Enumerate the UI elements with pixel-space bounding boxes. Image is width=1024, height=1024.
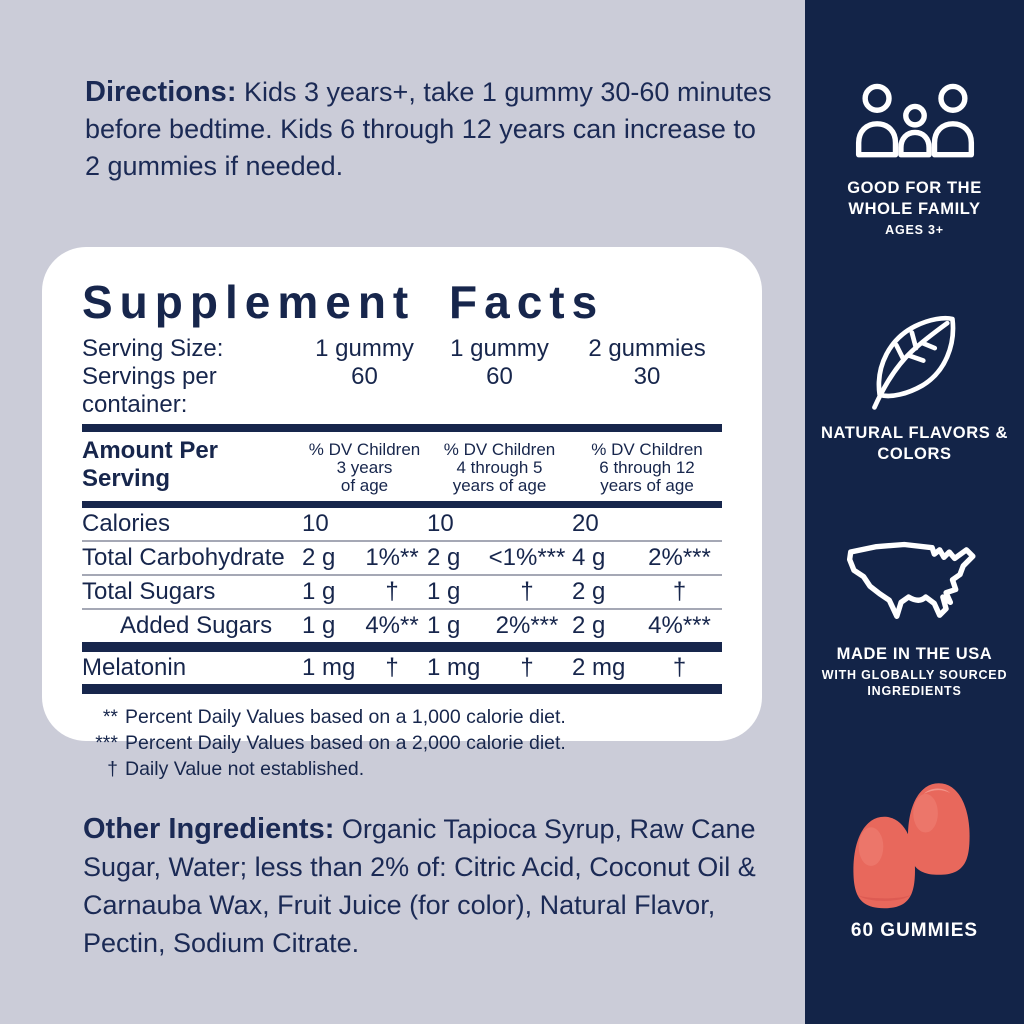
cell-amt2: 1 mg <box>427 654 481 681</box>
cell-dv2: <1%*** <box>488 544 566 571</box>
other-ingredients-paragraph: Other Ingredients: Organic Tapioca Syrup… <box>83 810 775 962</box>
cell-amt3: 2 g <box>572 578 606 605</box>
sidebar: GOOD FOR THE WHOLE FAMILY AGES 3+ NATURA… <box>805 0 1024 1024</box>
other-ingredients-text: Organic Tapioca Syrup, Raw Cane Sugar, W… <box>83 814 756 958</box>
cell-dv1: † <box>385 654 399 681</box>
badge-subtitle: AGES 3+ <box>885 223 944 237</box>
serving-size-row: Serving Size: 1 gummy 1 gummy 2 gummies <box>82 335 722 363</box>
footnote-symbol: *** <box>95 732 118 754</box>
servings-per-container-label: Servings per container: <box>82 363 217 418</box>
cell-amt3: 20 <box>572 510 599 537</box>
badge-natural-flavors: NATURAL FLAVORS & COLORS <box>805 303 1024 465</box>
supplement-facts-title: Supplement Facts <box>82 276 605 328</box>
gummies-image <box>852 783 970 909</box>
cell-dv2: 2%*** <box>495 612 559 639</box>
serving-size-label: Serving Size: <box>82 335 224 362</box>
usa-map-icon <box>846 541 976 619</box>
cell-dv1: † <box>385 578 399 605</box>
footnote-1000-calorie: ** Percent Daily Values based on a 1,000… <box>82 704 722 730</box>
footnote-daily-value: † Daily Value not established. <box>82 756 722 782</box>
cell-amt1: 2 g <box>302 544 336 571</box>
supplement-facts-card: Supplement Facts Serving Size: 1 gummy 1… <box>42 247 762 780</box>
row-name: Added Sugars <box>120 612 273 639</box>
dv-header-col3: % DV Children 6 through 12 years of age <box>591 440 703 495</box>
cell-amt2: 1 g <box>427 612 461 639</box>
amount-per-serving-label: Amount Per Serving <box>82 437 219 492</box>
cell-dv2: † <box>520 578 534 605</box>
other-ingredients-label: Other Ingredients: <box>83 813 335 845</box>
cell-amt2: 2 g <box>427 544 461 571</box>
directions-label: Directions: <box>85 76 237 108</box>
rule-thick-header <box>82 501 722 508</box>
table-row-total-sugars: Total Sugars 1 g † 1 g † 2 g † <box>82 576 722 610</box>
cell-amt3: 4 g <box>572 544 606 571</box>
table-row-melatonin: Melatonin 1 mg † 1 mg † 2 mg † <box>82 652 722 684</box>
footnote-symbol: † <box>107 758 118 780</box>
cell-amt3: 2 mg <box>572 654 626 681</box>
rule-thick-top <box>82 424 722 432</box>
badge-title: 60 GUMMIES <box>850 920 979 941</box>
cell-amt1: 1 mg <box>302 654 356 681</box>
cell-dv3: † <box>672 578 687 605</box>
family-icon <box>855 83 974 158</box>
table-row-calories: Calories 10 10 20 <box>82 508 722 542</box>
servings-col1: 60 <box>351 363 378 390</box>
footnote-text: Percent Daily Values based on a 2,000 ca… <box>125 732 566 754</box>
table-header-row: Amount Per Serving % DV Children 3 years… <box>82 432 722 501</box>
cell-dv1: 4%** <box>365 612 419 639</box>
rule-thick-bottom <box>82 684 722 694</box>
row-name: Total Carbohydrate <box>82 544 285 571</box>
footnotes: ** Percent Daily Values based on a 1,000… <box>82 704 722 782</box>
badge-made-in-usa: MADE IN THE USA WITH GLOBALLY SOURCED IN… <box>805 530 1024 699</box>
servings-per-container-row: Servings per container: 60 60 30 <box>82 363 722 419</box>
leaf-icon <box>871 315 955 410</box>
cell-amt1: 10 <box>302 510 329 537</box>
cell-amt2: 10 <box>427 510 454 537</box>
dv-header-col2: % DV Children 4 through 5 years of age <box>443 440 556 495</box>
badge-title: MADE IN THE USA <box>836 645 993 663</box>
cell-amt3: 2 g <box>572 612 606 639</box>
cell-dv3: 4%*** <box>648 612 711 639</box>
rule-thick-melatonin-top <box>82 642 722 652</box>
footnote-text: Percent Daily Values based on a 1,000 ca… <box>125 706 566 728</box>
footnote-2000-calorie: *** Percent Daily Values based on a 2,00… <box>82 730 722 756</box>
table-row-added-sugars: Added Sugars 1 g 4%** 1 g 2%*** 2 g 4%**… <box>82 610 722 642</box>
badge-gummy-count: 60 GUMMIES <box>805 778 1024 941</box>
serving-size-col1: 1 gummy <box>315 335 414 362</box>
badge-subtitle: WITH GLOBALLY SOURCED INGREDIENTS <box>821 668 1008 698</box>
cell-dv3: † <box>672 654 687 681</box>
servings-col3: 30 <box>633 363 661 390</box>
dv-header-col1: % DV Children 3 years of age <box>308 440 421 495</box>
cell-amt2: 1 g <box>427 578 461 605</box>
row-name: Melatonin <box>82 654 187 681</box>
row-name: Total Sugars <box>82 578 216 605</box>
footnote-text: Daily Value not established. <box>125 758 365 780</box>
servings-col2: 60 <box>486 363 513 390</box>
cell-amt1: 1 g <box>302 612 336 639</box>
row-name: Calories <box>82 510 171 537</box>
serving-size-col2: 1 gummy <box>450 335 549 362</box>
directions-text: Kids 3 years+, take 1 gummy 30-60 minute… <box>85 77 772 181</box>
cell-dv2: † <box>520 654 534 681</box>
cell-dv1: 1%** <box>365 544 419 571</box>
badge-whole-family: GOOD FOR THE WHOLE FAMILY AGES 3+ <box>805 72 1024 238</box>
directions-paragraph: Directions: Kids 3 years+, take 1 gummy … <box>85 74 775 185</box>
badge-title: GOOD FOR THE WHOLE FAMILY <box>847 179 982 218</box>
footnote-symbol: ** <box>102 706 118 728</box>
badge-title: NATURAL FLAVORS & COLORS <box>820 424 1009 463</box>
serving-size-col3: 2 gummies <box>588 335 706 362</box>
table-row-total-carbohydrate: Total Carbohydrate 2 g 1%** 2 g <1%*** 4… <box>82 542 722 576</box>
cell-amt1: 1 g <box>302 578 336 605</box>
cell-dv3: 2%*** <box>648 544 711 571</box>
